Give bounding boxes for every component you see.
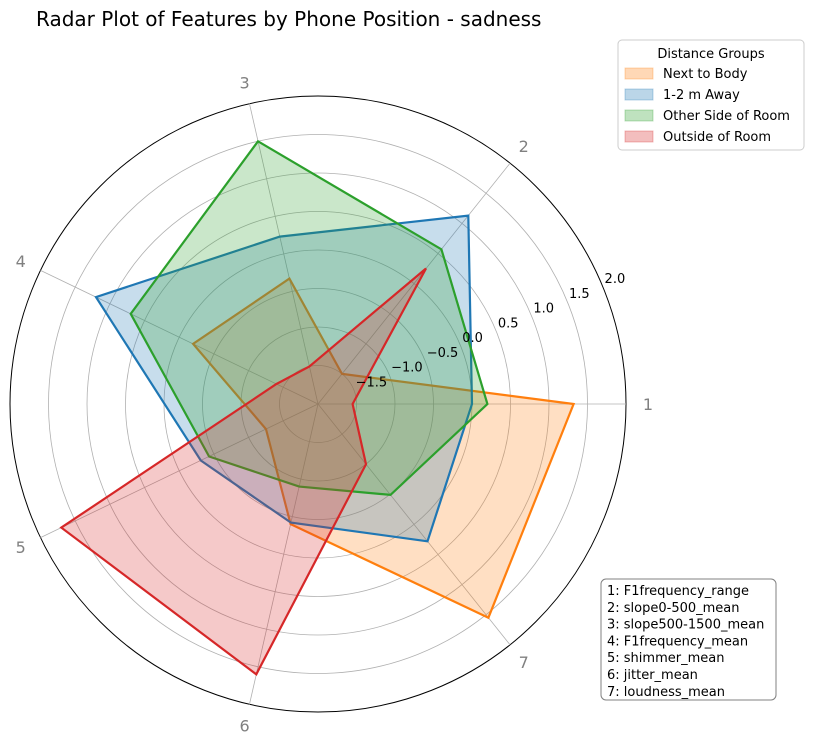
radial-tick-label: 1.5 <box>569 287 590 302</box>
feature-key-box <box>600 578 777 701</box>
radial-tick-label: 0.0 <box>462 331 483 346</box>
radar-spoke <box>40 403 319 538</box>
radial-tick-label: −1.5 <box>356 375 388 390</box>
legend-entry: 1-2 m Away <box>663 88 740 103</box>
axis-label: 3 <box>239 73 249 92</box>
axis-label: 7 <box>519 653 529 672</box>
radial-tick-label: 0.5 <box>498 316 519 331</box>
radar-spoke <box>40 270 319 405</box>
legend: Distance Groups Next to Body 1-2 m Away Ot… <box>617 39 805 151</box>
feature-key: 1: F1frequency_range 2: slope0-500_mean 3:… <box>600 578 777 701</box>
series-fill <box>130 141 488 495</box>
feature-key-entry: 3: slope500-1500_mean <box>607 618 764 633</box>
series-fill <box>96 215 472 542</box>
legend-entry: Other Side of Room <box>663 109 790 124</box>
axis-label: 5 <box>16 538 26 557</box>
radar-labels: −1.5−1.0 −0.50.0 0.5 1.0 1.5 2.0 1 2 3 4 5 6 7 <box>16 73 654 735</box>
feature-key-entry: 6: jitter_mean <box>607 668 698 683</box>
legend-entry: Outside of Room <box>663 130 771 145</box>
series-fill <box>193 278 574 618</box>
radial-tick-label: 1.0 <box>533 302 554 317</box>
legend-swatch <box>624 88 654 101</box>
series-fill <box>61 268 427 675</box>
legend-entry: Next to Body <box>663 67 748 82</box>
axis-label: 6 <box>239 717 249 736</box>
legend-swatch <box>624 109 654 122</box>
feature-key-entry: 5: shimmer_mean <box>607 651 724 666</box>
chart-title: Radar Plot of Features by Phone Position… <box>36 7 541 31</box>
series-line <box>94 214 474 543</box>
axis-label: 4 <box>16 252 26 271</box>
legend-box <box>617 39 805 151</box>
series-line <box>191 277 576 620</box>
radar-series <box>59 139 576 676</box>
radial-tick-label: 2.0 <box>605 272 626 287</box>
legend-title: Distance Groups <box>657 47 765 62</box>
feature-key-entry: 1: F1frequency_range <box>607 584 749 599</box>
axis-label: 1 <box>643 395 653 414</box>
radial-tick-label: −0.5 <box>427 346 459 361</box>
axis-label: 2 <box>519 137 529 156</box>
radial-tick-label: −1.0 <box>391 361 423 376</box>
feature-key-entry: 7: loudness_mean <box>607 685 725 700</box>
series-line <box>59 267 427 676</box>
feature-key-entry: 2: slope0-500_mean <box>607 601 740 616</box>
radar-spoke <box>249 103 319 405</box>
series-line <box>129 139 489 497</box>
radar-spoke <box>249 403 319 705</box>
feature-key-entry: 4: F1frequency_mean <box>607 634 748 649</box>
radar-spoke <box>317 162 511 405</box>
legend-swatch <box>624 67 654 80</box>
legend-swatch <box>624 130 654 143</box>
radar-spoke <box>317 403 511 646</box>
